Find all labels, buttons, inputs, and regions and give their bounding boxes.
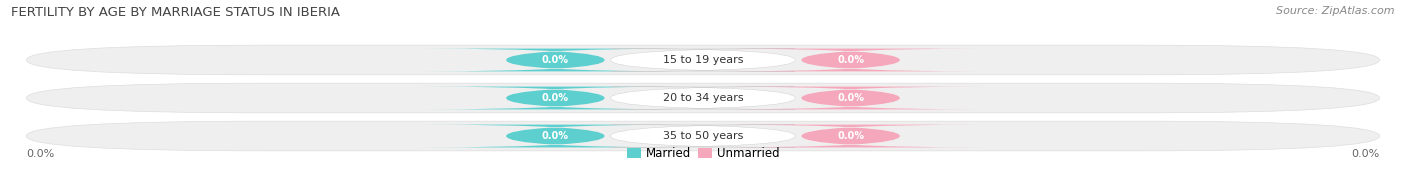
FancyBboxPatch shape <box>610 87 796 109</box>
Text: 0.0%: 0.0% <box>837 55 865 65</box>
FancyBboxPatch shape <box>27 121 1379 151</box>
Text: FERTILITY BY AGE BY MARRIAGE STATUS IN IBERIA: FERTILITY BY AGE BY MARRIAGE STATUS IN I… <box>11 6 340 19</box>
Text: 35 to 50 years: 35 to 50 years <box>662 131 744 141</box>
Text: 20 to 34 years: 20 to 34 years <box>662 93 744 103</box>
FancyBboxPatch shape <box>420 49 690 71</box>
Text: 0.0%: 0.0% <box>27 149 55 159</box>
FancyBboxPatch shape <box>716 49 986 71</box>
Text: 0.0%: 0.0% <box>541 93 569 103</box>
FancyBboxPatch shape <box>420 87 690 109</box>
FancyBboxPatch shape <box>610 125 796 147</box>
FancyBboxPatch shape <box>27 83 1379 113</box>
FancyBboxPatch shape <box>420 125 690 147</box>
Text: Source: ZipAtlas.com: Source: ZipAtlas.com <box>1277 6 1395 16</box>
Text: 0.0%: 0.0% <box>837 131 865 141</box>
FancyBboxPatch shape <box>610 49 796 71</box>
Text: 0.0%: 0.0% <box>837 93 865 103</box>
Text: 0.0%: 0.0% <box>541 55 569 65</box>
Legend: Married, Unmarried: Married, Unmarried <box>621 142 785 165</box>
Text: 0.0%: 0.0% <box>541 131 569 141</box>
FancyBboxPatch shape <box>27 45 1379 75</box>
FancyBboxPatch shape <box>716 125 986 147</box>
FancyBboxPatch shape <box>716 87 986 109</box>
Text: 15 to 19 years: 15 to 19 years <box>662 55 744 65</box>
Text: 0.0%: 0.0% <box>1351 149 1379 159</box>
